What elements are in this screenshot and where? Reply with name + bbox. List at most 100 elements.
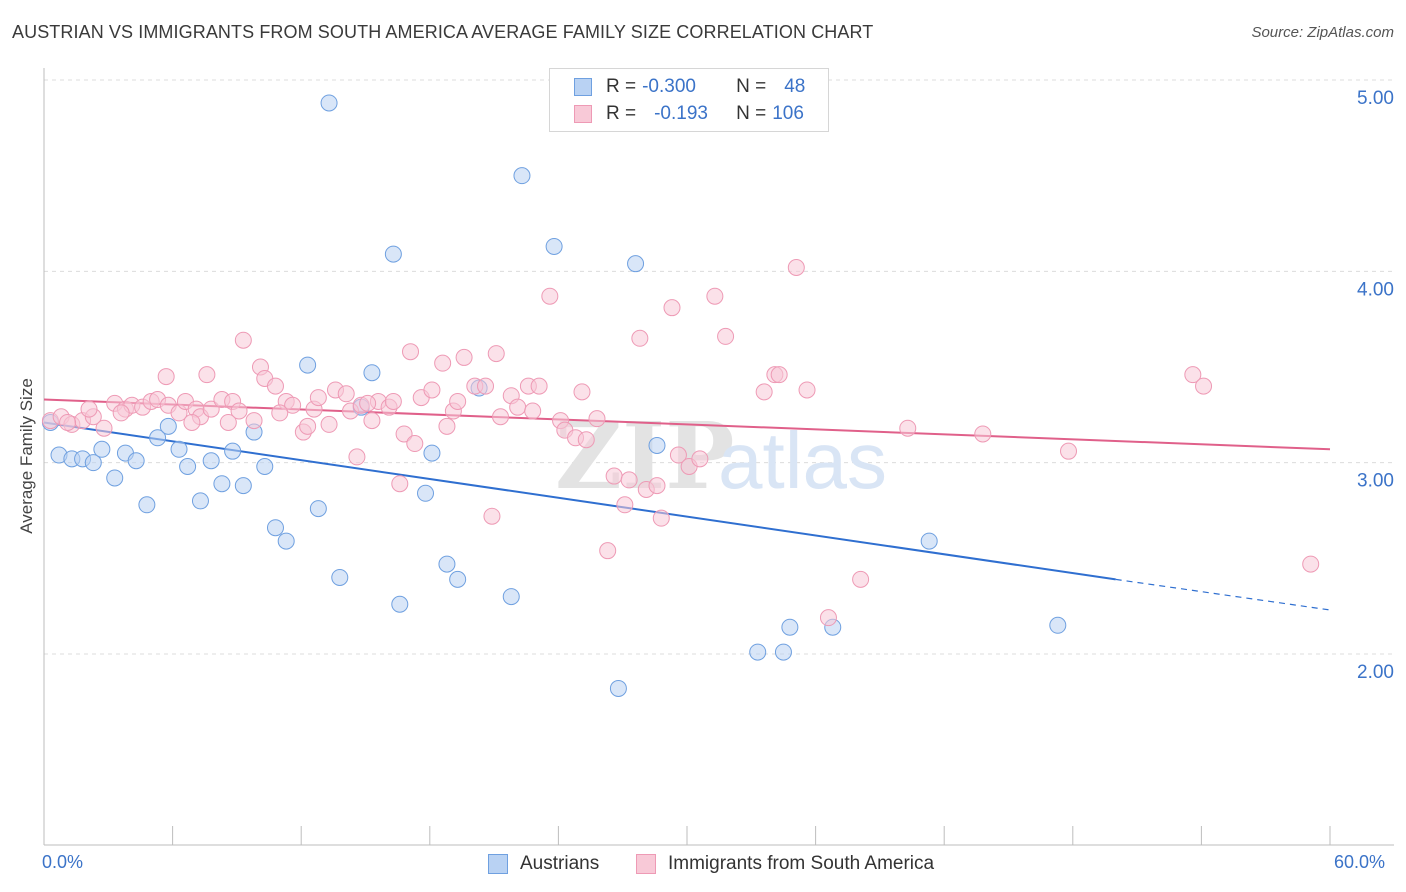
austrians-point-26	[331, 568, 349, 586]
austrians-point-9	[138, 496, 156, 514]
austrians-point-44	[774, 643, 792, 661]
austrians-point-4	[84, 454, 102, 472]
y-tick-label-0: 2.00	[1357, 662, 1394, 683]
austrians-point-24	[309, 500, 327, 518]
immigrants-point-66	[577, 431, 595, 449]
immigrants-point-104	[80, 400, 98, 418]
immigrants-point-29	[284, 396, 302, 414]
austrians-point-12	[170, 440, 188, 458]
austrians-point-16	[213, 475, 231, 493]
immigrants-point-32	[309, 389, 327, 407]
austrians-point-15	[202, 452, 220, 470]
immigrants-point-37	[348, 448, 366, 466]
immigrants-point-72	[631, 329, 649, 347]
austrians-point-25	[320, 94, 338, 112]
bottom-legend-swatch-pink	[636, 854, 656, 874]
immigrants-point-86	[798, 381, 816, 399]
austrians-point-28	[363, 364, 381, 382]
immigrants-point-67	[588, 410, 606, 428]
immigrants-point-13	[157, 368, 175, 386]
legend-n-label: N =	[736, 76, 767, 97]
austrians-point-34	[449, 570, 467, 588]
immigrants-point-60	[530, 377, 548, 395]
austrians-point-42	[749, 643, 767, 661]
austrians-point-47	[1049, 616, 1067, 634]
immigrants-point-42	[384, 392, 402, 410]
immigrants-point-76	[663, 299, 681, 317]
legend-row-immigrants: R = -0.193 N = 106	[574, 101, 804, 127]
y-tick-labels: 2.00 3.00 4.00 5.00	[1357, 88, 1394, 683]
immigrants-trend-line	[43, 398, 1331, 451]
immigrants-point-95	[391, 475, 409, 493]
legend-n-label: N =	[736, 103, 767, 124]
immigrants-point-39	[363, 412, 381, 430]
immigrants-point-59	[524, 402, 542, 420]
immigrants-point-75	[652, 509, 670, 527]
bottom-legend-swatch-blue	[488, 854, 508, 874]
immigrants-point-46	[423, 381, 441, 399]
austrians-point-38	[545, 237, 563, 255]
immigrants-point-24	[245, 412, 263, 430]
immigrants-point-23	[234, 331, 252, 349]
correlation-legend: R = -0.300 N = 48 R = -0.193 N = 106	[549, 68, 829, 132]
legend-row-austrians: R = -0.300 N = 48	[574, 74, 805, 100]
austrians-point-39	[609, 679, 627, 697]
immigrants-point-33	[320, 415, 338, 433]
austrians-point-23	[299, 356, 317, 374]
immigrants-point-85	[787, 259, 805, 277]
austrians-point-37	[513, 167, 531, 185]
austrians-point-20	[256, 457, 274, 475]
legend-n-value: 106	[772, 103, 804, 124]
austrians-point-29	[384, 245, 402, 263]
immigrants-point-18	[198, 366, 216, 384]
immigrants-point-105	[59, 413, 77, 431]
immigrants-point-19	[202, 400, 220, 418]
bottom-legend-austrians: Austrians	[488, 851, 599, 877]
immigrants-point-55	[492, 408, 510, 426]
immigrants-point-79	[691, 450, 709, 468]
austrians-point-14	[191, 492, 209, 510]
y-tick-label-3: 5.00	[1357, 88, 1394, 109]
austrians-point-41	[648, 436, 666, 454]
austrians-point-21	[266, 519, 284, 537]
y-tick-label-1: 3.00	[1357, 471, 1394, 492]
austrians-trend-line	[43, 421, 1116, 581]
data-points	[41, 94, 1320, 697]
immigrants-point-89	[899, 419, 917, 437]
immigrants-point-82	[755, 383, 773, 401]
legend-r-value: -0.300	[642, 76, 696, 97]
legend-r-label: R =	[606, 103, 637, 124]
immigrants-point-88	[852, 570, 870, 588]
immigrants-point-57	[509, 398, 527, 416]
immigrants-point-48	[438, 417, 456, 435]
immigrants-point-71	[620, 471, 638, 489]
immigrants-point-65	[573, 383, 591, 401]
austrians-point-6	[106, 469, 124, 487]
immigrants-point-93	[1195, 377, 1213, 395]
austrians-trend-extension	[1115, 578, 1331, 611]
immigrants-point-69	[605, 467, 623, 485]
legend-n-value: 48	[784, 76, 806, 97]
immigrants-point-27	[266, 377, 284, 395]
austrians-point-22	[277, 532, 295, 550]
immigrants-point-61	[541, 287, 559, 305]
immigrants-point-53	[477, 377, 495, 395]
immigrants-point-81	[717, 327, 735, 345]
immigrants-point-54	[487, 345, 505, 363]
immigrants-point-70	[616, 496, 634, 514]
austrians-point-8	[127, 452, 145, 470]
immigrants-point-51	[455, 348, 473, 366]
legend-swatch-pink	[574, 105, 592, 123]
immigrants-point-80	[706, 287, 724, 305]
austrians-point-5	[93, 440, 111, 458]
immigrants-point-5	[95, 419, 113, 437]
trend-lines	[43, 398, 1331, 611]
austrians-point-10	[149, 429, 167, 447]
immigrants-point-84	[770, 366, 788, 384]
x-min-label: 0.0%	[42, 852, 84, 872]
immigrants-point-101	[271, 404, 289, 422]
immigrants-point-96	[406, 435, 424, 453]
austrians-point-18	[234, 477, 252, 495]
immigrants-point-43	[395, 425, 413, 443]
